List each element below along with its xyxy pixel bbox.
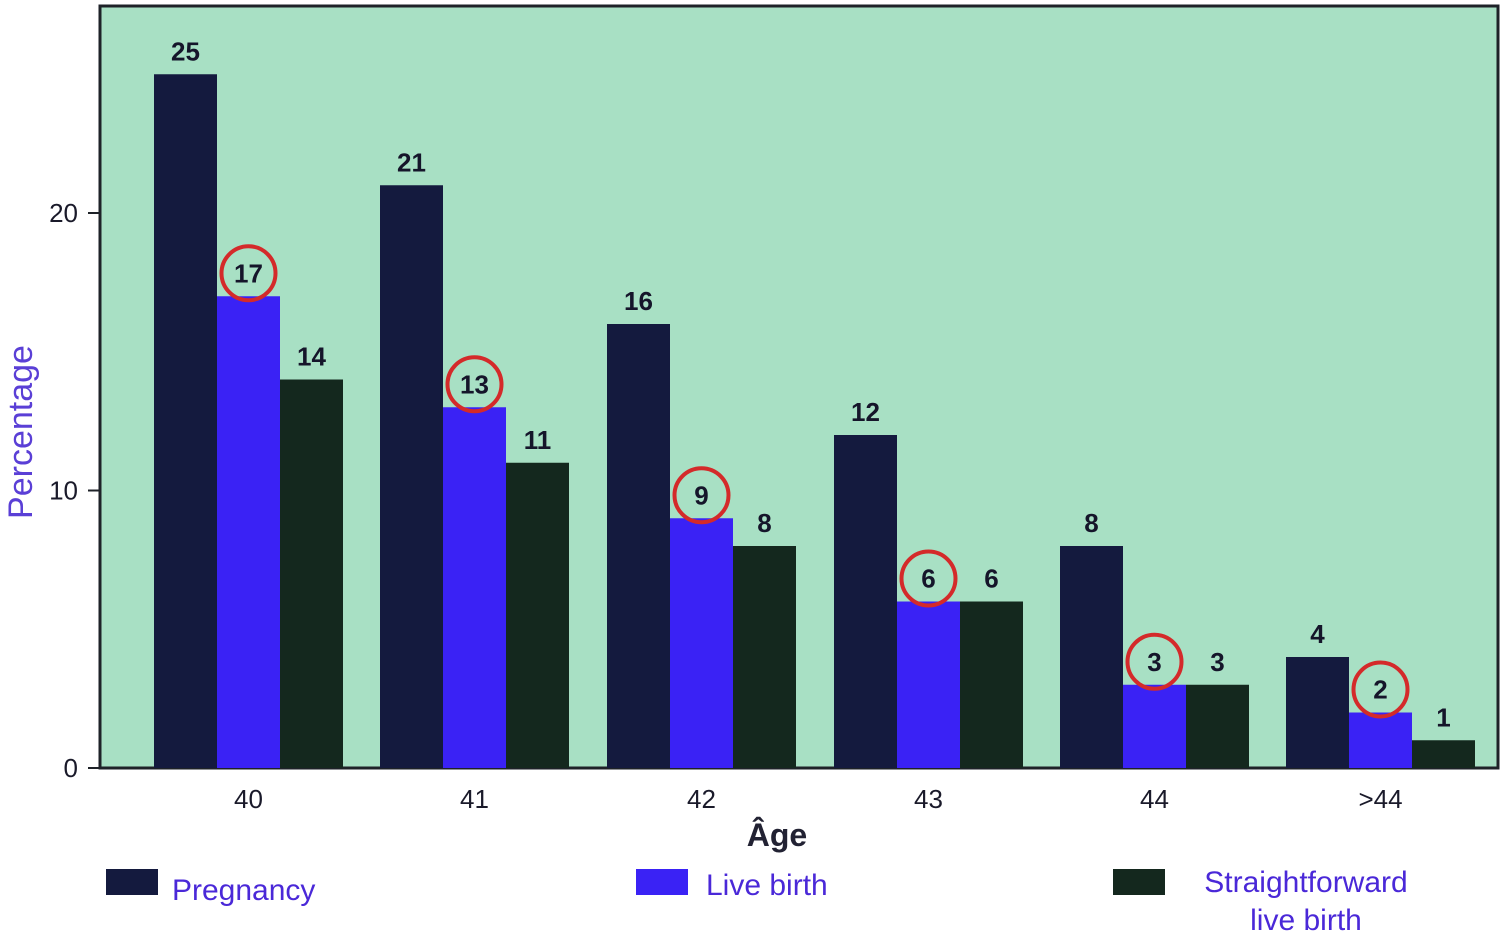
data-label: 13 bbox=[460, 369, 489, 399]
legend: Pregnancy Live birth Straightforward live b… bbox=[106, 866, 1408, 936]
legend-swatch bbox=[636, 869, 688, 895]
data-label: 1 bbox=[1436, 702, 1450, 732]
x-axis-title: Âge bbox=[747, 817, 807, 853]
legend-label: Live birth bbox=[706, 869, 828, 902]
data-label: 2 bbox=[1373, 675, 1387, 705]
data-label: 3 bbox=[1210, 647, 1224, 677]
bar-live-birth-2 bbox=[670, 518, 733, 768]
data-label: 11 bbox=[524, 425, 552, 455]
legend-swatch bbox=[1113, 869, 1165, 895]
data-label: 14 bbox=[297, 342, 326, 372]
y-tick-label: 0 bbox=[64, 753, 78, 783]
bar-pregnancy-3 bbox=[834, 435, 897, 768]
data-label: 25 bbox=[171, 36, 200, 66]
legend-label: Pregnancy bbox=[172, 874, 315, 907]
bar-pregnancy-2 bbox=[607, 324, 670, 768]
x-tick-label: 43 bbox=[914, 784, 943, 814]
highlight-circle bbox=[445, 355, 504, 414]
data-label: 12 bbox=[851, 397, 880, 427]
highlight-circle bbox=[672, 466, 731, 525]
bar-pregnancy-0 bbox=[154, 74, 217, 768]
bar-straightforward-live-birth-1 bbox=[506, 462, 569, 768]
highlight-circle bbox=[899, 549, 958, 608]
bar-live-birth-4 bbox=[1123, 684, 1186, 768]
data-label: 21 bbox=[397, 147, 426, 177]
x-tick-label: 41 bbox=[460, 784, 489, 814]
data-label: 6 bbox=[921, 564, 935, 594]
x-tick-label: 40 bbox=[234, 784, 263, 814]
data-label: 16 bbox=[624, 286, 653, 316]
legend-label: Straightforward bbox=[1204, 866, 1407, 899]
bar-straightforward-live-birth-4 bbox=[1186, 684, 1249, 768]
data-label: 9 bbox=[694, 480, 708, 510]
bar-pregnancy-5 bbox=[1286, 657, 1349, 768]
data-label: 17 bbox=[234, 258, 263, 288]
bar-straightforward-live-birth-3 bbox=[960, 601, 1023, 768]
bar-straightforward-live-birth-2 bbox=[733, 546, 796, 768]
x-tick-label: 44 bbox=[1140, 784, 1169, 814]
bar-pregnancy-1 bbox=[380, 185, 443, 768]
x-tick-label: 42 bbox=[687, 784, 716, 814]
legend-swatch bbox=[106, 869, 158, 895]
y-axis: 0 10 20 bbox=[49, 198, 100, 783]
bar-straightforward-live-birth-0 bbox=[280, 379, 343, 768]
data-label: 6 bbox=[984, 564, 998, 594]
y-tick-label: 20 bbox=[49, 198, 78, 228]
x-axis: 40 41 42 43 44 >44 bbox=[234, 784, 1403, 814]
bar-live-birth-1 bbox=[443, 407, 506, 768]
y-axis-title: Percentage bbox=[2, 345, 40, 519]
legend-label: live birth bbox=[1250, 904, 1362, 936]
data-label: 8 bbox=[757, 508, 771, 538]
bar-live-birth-0 bbox=[217, 296, 280, 768]
data-label: 8 bbox=[1084, 508, 1098, 538]
y-tick-label: 10 bbox=[49, 476, 78, 506]
highlight-circle bbox=[1351, 660, 1410, 719]
data-label: 4 bbox=[1310, 619, 1325, 649]
x-tick-label: >44 bbox=[1358, 784, 1402, 814]
bars bbox=[154, 74, 1475, 768]
bar-live-birth-5 bbox=[1349, 712, 1412, 768]
highlight-circle bbox=[1125, 632, 1184, 691]
bar-straightforward-live-birth-5 bbox=[1412, 740, 1475, 768]
highlight-circle bbox=[219, 244, 278, 303]
bar-pregnancy-4 bbox=[1060, 546, 1123, 768]
data-label: 3 bbox=[1147, 647, 1161, 677]
bar-live-birth-3 bbox=[897, 601, 960, 768]
